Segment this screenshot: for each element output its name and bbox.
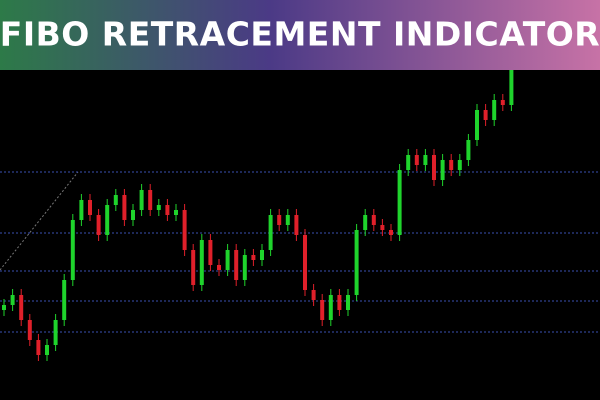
- candle-body: [88, 200, 92, 215]
- candle-body: [440, 160, 445, 180]
- candle-body: [449, 160, 454, 170]
- candle-body: [148, 190, 153, 210]
- candle-body: [483, 110, 488, 120]
- fibo-trendline: [0, 171, 79, 271]
- candle-body: [156, 205, 161, 210]
- candle-body: [199, 240, 204, 285]
- chart-title: FIBO RETRACEMENT INDICATOR: [0, 15, 600, 54]
- candle-body: [389, 230, 393, 235]
- candle-body: [234, 250, 239, 280]
- candle-body: [277, 215, 282, 225]
- candle-body: [414, 155, 419, 165]
- candle-body: [380, 225, 385, 230]
- candle-body: [27, 320, 32, 340]
- candle-body: [509, 70, 514, 105]
- candle-body: [45, 345, 49, 355]
- candle-body: [79, 200, 84, 220]
- candle-body: [2, 305, 6, 310]
- candle-body: [354, 230, 359, 295]
- candle-body: [294, 215, 299, 235]
- candle-body: [165, 205, 170, 215]
- candle-body: [191, 250, 196, 285]
- candle-body: [432, 155, 436, 180]
- candle-body: [131, 210, 135, 220]
- candle-body: [62, 280, 67, 320]
- candle-body: [475, 110, 479, 140]
- candle-body: [36, 340, 41, 355]
- candle-body: [397, 170, 402, 235]
- candle-body: [346, 295, 350, 310]
- candle-body: [260, 250, 264, 260]
- candle-body: [320, 300, 325, 320]
- candle-body: [139, 190, 144, 210]
- candle-body: [10, 295, 15, 305]
- candle-body: [217, 265, 221, 270]
- candle-body: [113, 195, 118, 205]
- candle-body: [492, 100, 497, 120]
- candle-body: [225, 250, 230, 270]
- candle-body: [268, 215, 273, 250]
- candle-body: [208, 240, 213, 265]
- candle-body: [53, 320, 58, 345]
- candle-body: [105, 205, 110, 235]
- candle-body: [251, 255, 256, 260]
- candle-body: [466, 140, 471, 160]
- fibo-levels: [0, 171, 600, 333]
- candle-body: [500, 100, 505, 105]
- candle-body: [423, 155, 428, 165]
- candle-body: [70, 220, 75, 280]
- candle-body: [311, 290, 316, 300]
- candle-body: [406, 155, 411, 170]
- candle-body: [96, 215, 101, 235]
- candles: [2, 64, 514, 361]
- candle-body: [371, 215, 376, 225]
- candle-body: [174, 210, 178, 215]
- candle-body: [19, 295, 24, 320]
- candle-body: [457, 160, 462, 170]
- title-banner: [0, 0, 600, 70]
- candle-body: [337, 295, 342, 310]
- candle-body: [122, 195, 127, 220]
- candle-body: [303, 235, 307, 290]
- candle-body: [242, 255, 247, 280]
- candle-body: [182, 210, 187, 250]
- candle-body: [285, 215, 290, 225]
- candle-body: [328, 295, 333, 320]
- candle-body: [363, 215, 368, 230]
